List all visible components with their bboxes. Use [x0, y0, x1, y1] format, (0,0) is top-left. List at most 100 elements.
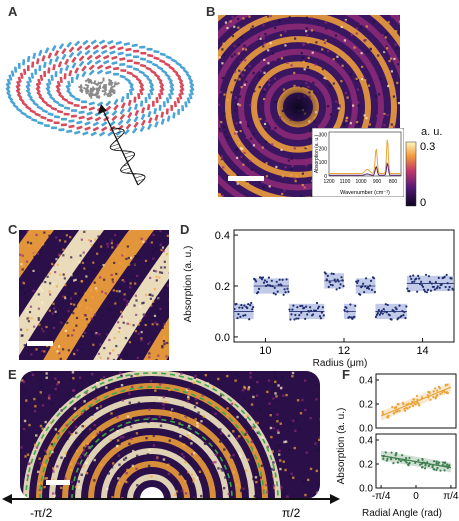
map-pixel [115, 297, 119, 301]
data-point [404, 409, 407, 412]
map-pixel [134, 330, 138, 333]
map-pixel [108, 352, 112, 355]
ring-dash [51, 45, 57, 52]
map-pixel [148, 448, 151, 452]
map-pixel [51, 312, 54, 315]
map-pixel [252, 477, 255, 481]
wave-hatch [120, 167, 131, 172]
data-point [381, 312, 384, 315]
map-pixel [87, 469, 91, 473]
map-pixel [154, 389, 157, 392]
map-pixel [256, 431, 259, 435]
map-pixel [49, 293, 52, 296]
ring-dash [119, 57, 126, 61]
map-pixel [214, 412, 217, 415]
map-pixel [126, 300, 129, 303]
map-pixel [45, 325, 48, 329]
data-point [326, 274, 329, 277]
map-pixel [162, 403, 165, 406]
map-pixel [84, 299, 87, 302]
map-pixel [27, 371, 31, 375]
map-pixel [105, 386, 108, 389]
map-pixel [281, 192, 284, 196]
map-pixel [273, 77, 277, 80]
map-pixel [184, 480, 187, 483]
center-dash [107, 81, 112, 86]
map-pixel [27, 462, 30, 466]
map-pixel [60, 486, 63, 489]
ring-dash [67, 80, 71, 87]
map-pixel [306, 65, 309, 69]
map-pixel [102, 246, 105, 249]
map-pixel [276, 420, 279, 423]
map-pixel [152, 444, 156, 447]
ring-dash [181, 105, 185, 112]
map-pixel [80, 473, 83, 476]
map-pixel [127, 478, 130, 481]
data-point [319, 317, 323, 320]
ring-dash [138, 81, 144, 87]
map-pixel [290, 174, 293, 177]
data-point [421, 396, 424, 399]
map-pixel [157, 354, 160, 357]
map-pixel [288, 16, 291, 19]
ring-dash [88, 106, 95, 111]
ring-dash [154, 114, 159, 121]
map-pixel [32, 250, 35, 253]
map-pixel [35, 348, 38, 351]
data-point [238, 306, 241, 309]
ring-dash [52, 99, 60, 105]
data-point [354, 304, 357, 307]
map-pixel [156, 313, 159, 316]
map-pixel [284, 468, 287, 472]
ring-dash [129, 84, 135, 92]
map-pixel [47, 337, 51, 341]
data-point [289, 318, 292, 321]
ring-dash [179, 80, 185, 87]
map-pixel [190, 473, 193, 476]
map-pixel [271, 143, 274, 146]
ring-dash [127, 99, 132, 106]
data-point [445, 391, 448, 394]
map-pixel [36, 252, 40, 255]
map-pixel [230, 402, 234, 406]
map-pixel [20, 493, 24, 496]
map-pixel [379, 77, 382, 80]
data-point [414, 461, 417, 464]
ring-dash [165, 97, 170, 104]
ring-dash [107, 40, 114, 45]
map-pixel [315, 126, 319, 129]
data-point [364, 285, 367, 288]
ring-dash [139, 45, 146, 49]
data-point [421, 285, 425, 288]
x-tick-label: 10 [259, 345, 271, 357]
map-pixel [121, 426, 125, 429]
map-pixel [153, 288, 157, 291]
map-pixel [293, 71, 296, 75]
inset-xtick: 1100 [340, 179, 351, 185]
data-point [327, 285, 330, 289]
ring-dash [73, 104, 80, 107]
inset-xtick: 1000 [355, 179, 366, 185]
map-pixel [235, 130, 238, 134]
map-pixel [93, 427, 97, 430]
map-pixel [37, 348, 40, 352]
map-pixel [241, 147, 244, 150]
ring-dash [139, 88, 144, 96]
data-point [367, 287, 371, 290]
ring-dash [26, 80, 31, 87]
map-pixel [38, 379, 42, 382]
map-pixel [103, 278, 106, 281]
ring-dash [147, 104, 151, 111]
map-pixel [92, 334, 95, 337]
map-pixel [187, 387, 190, 390]
map-pixel [72, 377, 75, 380]
map-pixel [269, 42, 272, 45]
ring-dash [159, 52, 166, 57]
map-pixel [116, 439, 120, 442]
ring-dash [147, 93, 152, 100]
data-point [401, 309, 404, 313]
map-pixel [234, 105, 238, 108]
map-pixel [326, 105, 330, 108]
ring-dash [115, 40, 122, 45]
